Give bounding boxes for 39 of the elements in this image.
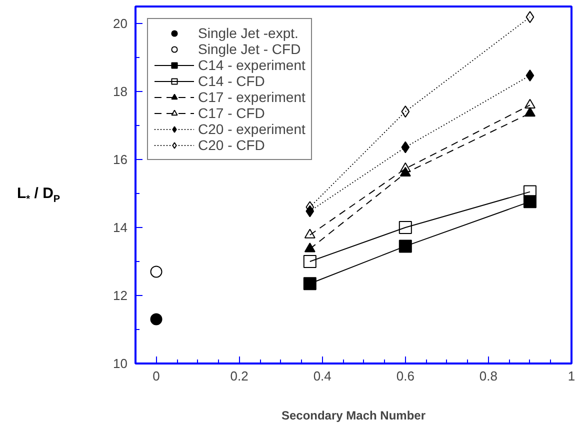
point: [400, 162, 411, 172]
y-axis-title: L$_{*}$ / D$_{P}$: [17, 184, 60, 207]
point: [398, 240, 412, 253]
point: [150, 313, 162, 326]
point: [524, 98, 536, 108]
point: [523, 185, 536, 198]
point: [304, 242, 316, 252]
x-tick-label: 0: [152, 368, 160, 384]
legend-label: C17 - experiment: [198, 89, 306, 105]
legend-label: C14 - experiment: [198, 57, 306, 73]
point: [401, 106, 410, 118]
point: [401, 141, 410, 154]
point: [303, 255, 316, 268]
point: [398, 221, 412, 234]
y-tick-label: 12: [113, 288, 128, 303]
legend-label: Single Jet - CFD: [198, 41, 301, 57]
legend-label: C14 - CFD: [198, 73, 265, 89]
x-axis-title: Secondary Mach Number: [281, 408, 426, 422]
legend-label: Single Jet -expt.: [198, 25, 298, 41]
point: [524, 106, 536, 117]
legend-label: C20 - experiment: [198, 121, 306, 137]
y-tick-label: 14: [113, 220, 128, 235]
x-tick-label: 1: [568, 368, 576, 384]
x-tick-label: 0.2: [230, 368, 248, 384]
y-tick-label: 20: [113, 16, 128, 31]
x-tick-label: 0.6: [396, 368, 414, 384]
legend-label: C20 - CFD: [198, 137, 265, 153]
y-tick-label: 10: [113, 356, 128, 371]
point: [303, 277, 316, 290]
legend-label: C17 - CFD: [198, 105, 265, 121]
x-tick-label: 0.8: [479, 368, 498, 384]
y-tick-label: 16: [113, 152, 128, 167]
point: [526, 70, 534, 82]
point: [526, 11, 534, 24]
point: [523, 195, 536, 208]
point: [304, 228, 316, 238]
x-tick-label: 0.4: [313, 368, 332, 384]
point: [150, 266, 162, 278]
y-tick-label: 18: [113, 84, 128, 99]
